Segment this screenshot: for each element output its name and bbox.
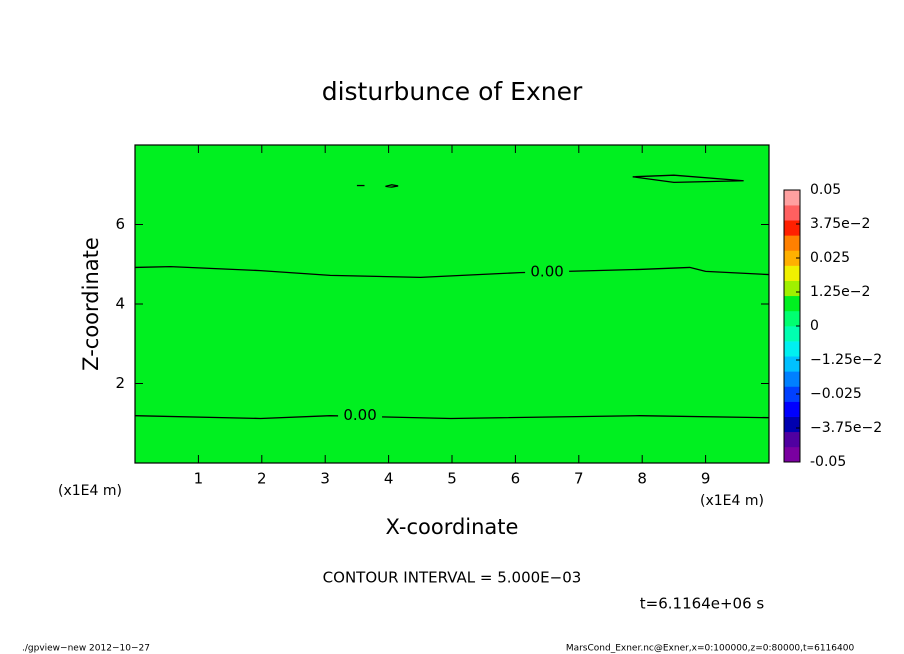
contour-line <box>385 184 399 188</box>
colorbar-band <box>784 386 800 402</box>
colorbar-band <box>784 205 800 221</box>
colorbar-tick-label: 0.05 <box>810 182 841 198</box>
colorbar-band <box>784 190 800 206</box>
footer-right: MarsCond_Exner.nc@Exner,x=0:100000,z=0:8… <box>566 644 855 654</box>
x-unit-label: (x1E4 m) <box>700 493 764 509</box>
chart-title: disturbunce of Exner <box>322 77 583 106</box>
contour-label-bg <box>338 406 383 425</box>
colorbar-tick-label: 0 <box>810 318 819 334</box>
colorbar-band <box>784 371 800 387</box>
colorbar-tick-label: −1.25e−2 <box>810 352 882 368</box>
footer-left: ./gpview−new 2012−10−27 <box>22 644 150 654</box>
contour-label: 0.00 <box>343 406 376 424</box>
colorbar-band <box>784 310 800 327</box>
y-tick-label: 4 <box>115 295 125 313</box>
colorbar-band <box>784 341 800 357</box>
contour-line <box>632 174 744 184</box>
y-axis-label: Z-coordinate <box>79 237 103 371</box>
colorbar-band <box>784 220 800 236</box>
colorbar-tick-label: 3.75e−2 <box>810 216 870 232</box>
x-tick-label: 2 <box>257 470 267 488</box>
x-tick-label: 3 <box>320 470 330 488</box>
x-unit-label: (x1E4 m) <box>58 483 122 499</box>
contour-line <box>134 265 770 279</box>
x-tick-label: 5 <box>447 470 457 488</box>
field <box>135 145 769 463</box>
colorbar-band <box>784 280 800 297</box>
colorbar-band <box>784 401 800 417</box>
x-tick-label: 6 <box>511 470 521 488</box>
x-tick-label: 9 <box>701 470 711 488</box>
x-tick-label: 1 <box>194 470 204 488</box>
colorbar-tick-label: 1.25e−2 <box>810 284 870 300</box>
colorbar-band <box>784 250 800 266</box>
x-axis-label: X-coordinate <box>386 515 519 539</box>
contour-interval: CONTOUR INTERVAL = 5.000E−03 <box>323 569 582 587</box>
y-tick-label: 6 <box>115 215 125 233</box>
colorbar-band <box>784 431 800 448</box>
colorbar-band <box>784 446 800 463</box>
x-tick-label: 7 <box>574 470 584 488</box>
colorbar-band <box>784 295 800 312</box>
colorbar-tick-label: 0.025 <box>810 250 850 266</box>
contour-line <box>134 415 770 420</box>
time-label: t=6.1164e+06 s <box>640 595 765 613</box>
colorbar-band <box>784 356 800 372</box>
x-tick-label: 8 <box>637 470 647 488</box>
colorbar-band <box>784 265 800 281</box>
colorbar-band <box>784 416 800 433</box>
x-tick-label: 4 <box>384 470 394 488</box>
colorbar-tick-label: −3.75e−2 <box>810 420 882 436</box>
colorbar-band <box>784 326 800 342</box>
colorbar-tick-label: -0.05 <box>810 454 846 470</box>
contour-label-bg <box>525 263 570 282</box>
colorbar-tick-label: −0.025 <box>810 386 862 402</box>
y-tick-label: 2 <box>115 374 125 392</box>
colorbar-band <box>784 235 800 251</box>
contour-label: 0.00 <box>530 263 563 281</box>
